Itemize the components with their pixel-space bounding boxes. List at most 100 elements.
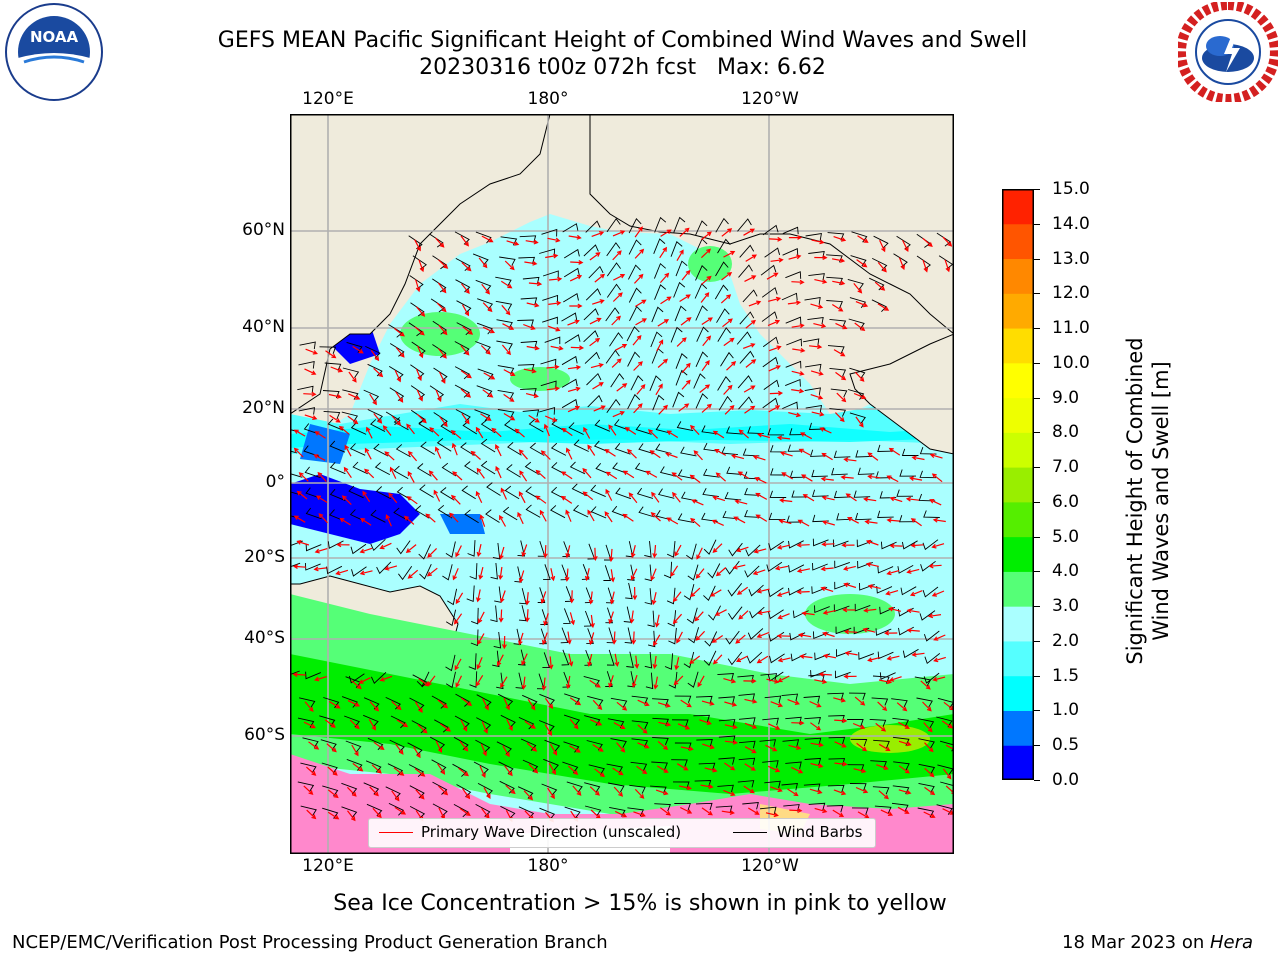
colorbar-tick-mark	[1034, 397, 1040, 399]
wave-direction-arrow	[843, 565, 856, 571]
wave-direction-arrow	[645, 470, 658, 478]
wave-direction-arrow	[834, 718, 848, 724]
wave-direction-arrow	[455, 545, 462, 558]
wave-direction-arrow	[434, 446, 442, 459]
wave-direction-arrow	[416, 306, 426, 317]
wind-barb	[762, 336, 779, 348]
noaa-logo-text: NOAA	[30, 28, 79, 46]
wave-direction-arrow	[847, 517, 859, 524]
wave-direction-arrow	[726, 361, 737, 371]
wave-direction-arrow	[426, 567, 438, 577]
wave-direction-arrow	[415, 279, 421, 293]
wave-direction-arrow	[696, 547, 703, 560]
wind-barb	[724, 491, 742, 501]
wave-direction-arrow	[612, 292, 623, 302]
wave-direction-arrow	[724, 762, 736, 771]
colorbar-tick-label: 3.0	[1052, 596, 1080, 617]
wave-direction-arrow	[748, 300, 762, 307]
wave-direction-arrow	[592, 382, 604, 390]
wind-barb	[563, 741, 580, 753]
wind-barb	[873, 739, 890, 749]
wind-barb	[563, 292, 579, 303]
wave-direction-arrow	[944, 259, 951, 273]
lat-label-40n: 40°N	[242, 317, 285, 337]
wind-barb	[298, 697, 316, 708]
wave-direction-arrow	[569, 274, 583, 282]
wind-barb	[663, 561, 673, 579]
wave-direction-arrow	[570, 259, 584, 265]
wind-barb	[319, 346, 337, 354]
wave-direction-arrow	[853, 768, 867, 774]
wave-direction-arrow	[481, 235, 494, 243]
wind-barb	[647, 630, 656, 648]
wind-barb	[650, 331, 663, 348]
wave-direction-arrow	[495, 465, 502, 479]
wave-direction-arrow	[660, 296, 672, 305]
wave-direction-arrow	[587, 444, 596, 456]
wind-barb	[468, 653, 477, 670]
wave-direction-arrow	[701, 807, 713, 816]
wave-direction-arrow	[306, 809, 317, 820]
wind-barb	[654, 216, 667, 233]
wave-direction-arrow	[470, 450, 481, 460]
wave-direction-arrow	[452, 568, 459, 581]
wind-barb	[477, 783, 493, 797]
wave-direction-arrow	[659, 246, 667, 259]
wind-barb	[297, 385, 314, 394]
wave-direction-arrow	[433, 489, 441, 502]
wind-barb	[673, 216, 686, 233]
colorbar-segment	[1002, 397, 1034, 433]
wave-direction-arrow	[756, 588, 770, 594]
wave-direction-arrow	[415, 368, 422, 382]
wind-barb	[560, 627, 569, 644]
wind-barb	[649, 375, 662, 391]
wind-barb	[693, 714, 711, 723]
wave-direction-arrow	[480, 345, 491, 355]
wave-direction-arrow	[528, 763, 539, 774]
wave-direction-arrow	[545, 253, 559, 259]
wave-direction-arrow	[932, 517, 946, 523]
wave-direction-arrow	[776, 544, 790, 550]
wind-barb	[647, 610, 655, 628]
wind-barb	[563, 248, 580, 259]
wave-direction-arrow	[834, 412, 845, 423]
wind-barb	[695, 802, 713, 811]
wind-barb	[744, 487, 761, 496]
wind-barb	[542, 294, 559, 303]
wave-direction-arrow	[341, 495, 352, 506]
wave-direction-arrow	[796, 568, 811, 573]
wave-direction-arrow	[592, 299, 605, 305]
wave-direction-arrow	[304, 368, 317, 375]
wind-barb	[396, 486, 412, 501]
wave-direction-arrow	[681, 379, 691, 390]
wind-barb	[290, 466, 303, 478]
wind-barb	[518, 605, 527, 622]
wave-direction-arrow	[857, 235, 869, 243]
wave-direction-arrow	[567, 365, 582, 370]
wave-direction-arrow	[791, 766, 804, 774]
wind-barb	[429, 233, 444, 248]
wind-barb	[585, 220, 601, 233]
wave-direction-arrow	[721, 810, 735, 815]
wind-barb	[350, 543, 367, 555]
wave-direction-arrow	[822, 653, 837, 659]
wind-barb	[804, 296, 821, 305]
wind-barb	[614, 443, 631, 455]
wind-barb	[738, 717, 756, 725]
wave-direction-arrow	[877, 262, 887, 273]
wind-barb	[762, 356, 779, 368]
wind-barb	[763, 379, 780, 390]
wind-barb	[918, 763, 936, 774]
wave-direction-arrow	[787, 788, 799, 797]
wave-direction-arrow	[622, 470, 635, 479]
wind-barb	[858, 652, 875, 660]
wind-barb	[635, 423, 652, 435]
wave-direction-arrow	[798, 448, 811, 456]
colorbar-segment	[1002, 536, 1034, 572]
wave-direction-arrow	[924, 786, 936, 796]
wind-barb	[708, 605, 721, 621]
wave-direction-arrow	[373, 367, 384, 378]
wave-direction-arrow	[822, 610, 836, 615]
bottom-lon-label-120w: 120°W	[741, 856, 799, 876]
wind-barb	[469, 563, 478, 580]
